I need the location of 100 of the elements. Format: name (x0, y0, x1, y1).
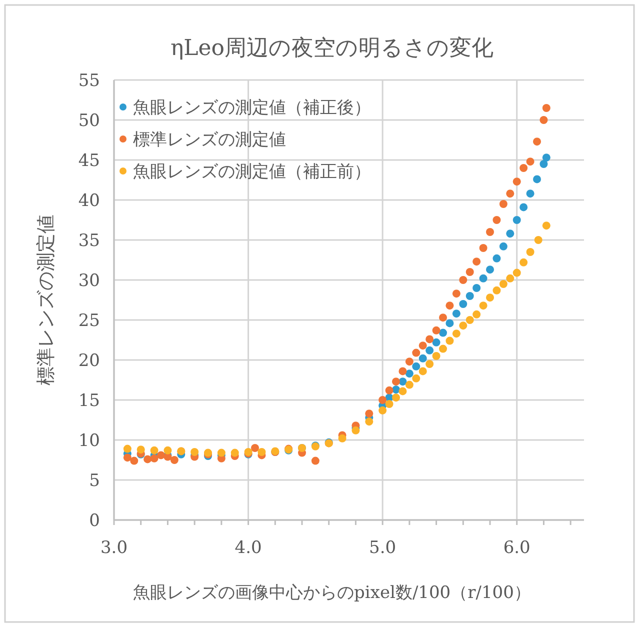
point (452, 290, 460, 298)
point (426, 335, 434, 344)
point (542, 104, 550, 112)
point (405, 380, 414, 389)
point (479, 274, 488, 282)
point (472, 258, 481, 266)
point (365, 410, 374, 418)
point (251, 444, 259, 452)
point (426, 346, 434, 354)
point (540, 160, 548, 168)
point (472, 310, 481, 318)
point (405, 358, 414, 366)
point (542, 222, 550, 230)
point (472, 284, 481, 292)
y-tick-label: 10 (78, 431, 100, 451)
point (230, 448, 239, 457)
point (217, 448, 226, 457)
y-tick-label: 25 (78, 311, 100, 331)
point (520, 164, 528, 172)
x-axis-title: 魚眼レンズの画像中心からのpixel数/100（r/100） (133, 583, 531, 603)
y-tick-label: 15 (78, 391, 100, 411)
point (533, 138, 541, 146)
point (412, 348, 420, 357)
point (499, 242, 508, 250)
x-tick-label: 4.0 (234, 538, 262, 558)
point (466, 292, 474, 300)
x-tick-label: 5.0 (369, 538, 396, 558)
point (466, 316, 474, 324)
point (446, 319, 454, 328)
point (540, 116, 548, 124)
point (123, 444, 132, 453)
point (170, 456, 178, 464)
point (486, 228, 494, 236)
point (190, 448, 199, 456)
point (526, 190, 534, 198)
point (486, 266, 494, 274)
point (365, 418, 374, 426)
point (385, 400, 394, 408)
point (398, 387, 407, 396)
point (520, 258, 528, 266)
point (432, 338, 440, 346)
point (466, 268, 474, 276)
point (150, 446, 158, 454)
point (446, 302, 454, 310)
point (506, 274, 514, 282)
point (418, 354, 427, 362)
x-tick-label: 3.0 (100, 538, 128, 558)
chart-title: ηLeo周辺の夜空の明るさの変化 (170, 36, 494, 61)
point (164, 446, 172, 454)
point (392, 378, 400, 386)
point (378, 406, 387, 414)
point (459, 276, 468, 284)
point (512, 216, 521, 224)
point (439, 328, 447, 337)
point (542, 154, 550, 162)
point (492, 216, 501, 224)
point (526, 248, 534, 256)
point (338, 434, 346, 442)
point (439, 344, 447, 353)
point (130, 456, 138, 465)
point (432, 326, 440, 334)
point (432, 352, 440, 360)
point (506, 190, 514, 198)
point (534, 236, 542, 244)
point (157, 451, 165, 460)
point (439, 314, 447, 322)
point (499, 200, 508, 208)
point (520, 203, 528, 212)
point (392, 394, 400, 402)
point (499, 280, 508, 288)
point (492, 286, 501, 294)
point (378, 396, 387, 404)
y-tick-label: 35 (78, 231, 100, 251)
point (479, 244, 488, 252)
x-tick-label: 6.0 (503, 538, 530, 558)
point (412, 374, 420, 382)
point (512, 178, 521, 186)
y-tick-label: 50 (78, 111, 100, 131)
y-tick-label: 40 (78, 191, 100, 211)
point (426, 360, 434, 368)
point (258, 448, 266, 456)
point (479, 302, 488, 310)
point (123, 454, 132, 462)
y-tick-label: 55 (78, 71, 100, 91)
point (144, 455, 152, 464)
point (526, 158, 534, 166)
point (385, 386, 394, 394)
point (486, 294, 494, 302)
y-tick-label: 30 (78, 271, 100, 291)
point (150, 454, 158, 462)
point (405, 370, 414, 378)
legend-label: 標準レンズの測定値 (133, 130, 286, 150)
y-tick-label: 20 (78, 351, 100, 371)
point (492, 254, 501, 262)
legend-label: 魚眼レンズの測定値（補正前） (133, 162, 371, 182)
y-tick-label: 5 (89, 471, 100, 491)
y-axis-title: 標準レンズの測定値 (35, 214, 57, 386)
y-tick-label: 45 (78, 151, 100, 171)
point (446, 336, 454, 345)
point (512, 268, 521, 277)
